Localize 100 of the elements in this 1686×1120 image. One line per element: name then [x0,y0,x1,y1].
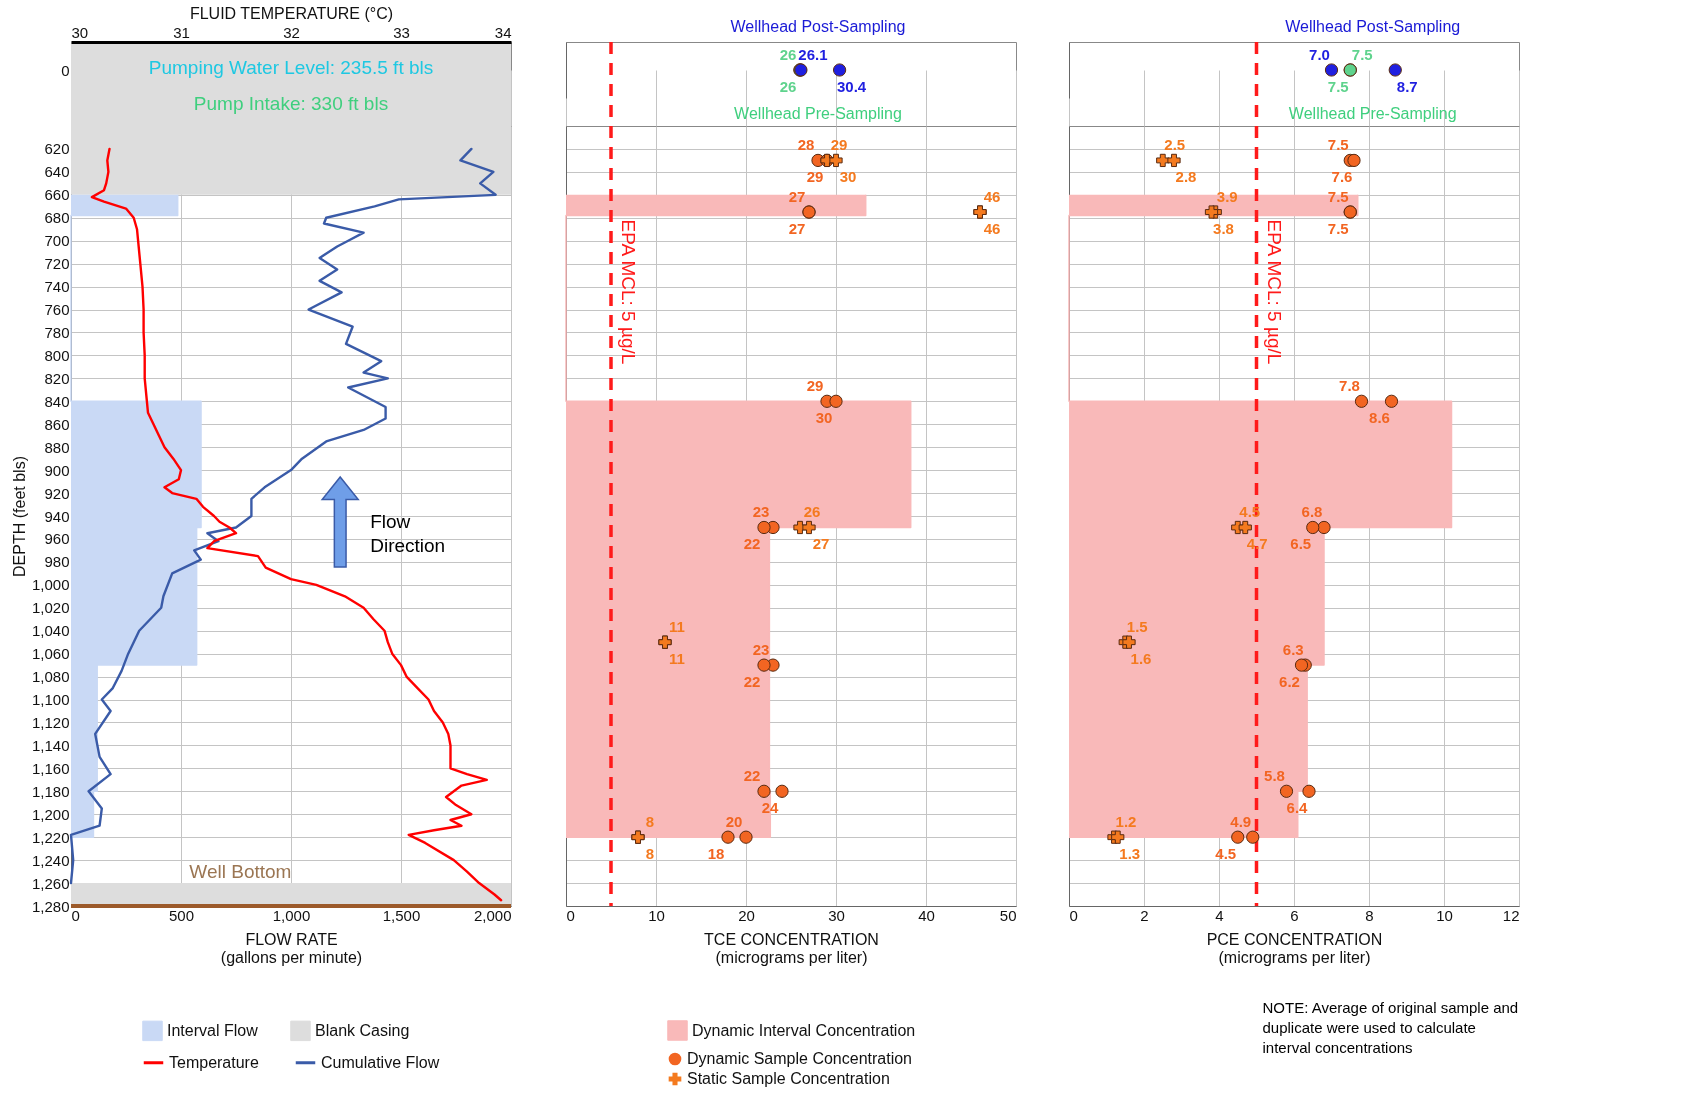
y-tick-label: 1,120 [31,713,70,731]
y-tick-label: 1,140 [31,736,70,754]
data-label: 24 [761,799,779,817]
x-tick-label: 0 [566,906,575,924]
text: NOTE: Average of original sample and duplicate were used to calculate interval concentrations [1262,999,1519,1056]
data-label: 7.5 [1327,78,1349,95]
data-label: 46 [983,220,1001,238]
x-tick-label: 8 [1365,906,1374,924]
x-tick-label: 4 [1215,906,1224,924]
data-label: 26 [803,503,821,521]
data-label: 26.1 [798,46,828,63]
x2-tick-label: 33 [393,23,410,41]
annotation: Pumping Water Level: 235.5 ft bls [148,57,434,78]
data-label: 5.8 [1264,767,1285,785]
data-label: 8.6 [1369,409,1390,427]
data-label: 22 [743,535,761,553]
x2-tick-label: 30 [71,23,89,41]
data-label: 7.5 [1327,188,1349,206]
data-label: 6.4 [1286,799,1309,817]
data-label: 4.7 [1246,535,1268,553]
data-label: 1.6 [1130,650,1152,668]
y-tick-label: 920 [44,484,70,502]
x-tick-label: 12 [1502,906,1520,924]
data-label: 30 [815,409,833,427]
x-tick-label: 500 [168,906,195,924]
y-tick-label: 740 [44,278,70,296]
ref-line-label: EPA MCL: 5 µg/L [1263,219,1285,365]
data-label: 4.5 [1239,503,1261,521]
legend-label: Blank Casing [315,1021,410,1039]
y-tick-label: 860 [44,415,70,433]
data-label: 7.5 [1327,220,1349,238]
y-tick-label: 840 [44,392,70,410]
data-label: 30 [839,168,857,186]
data-label: 8 [645,813,655,831]
data-label: 1.5 [1126,618,1148,636]
y-tick-label: 1,200 [31,805,70,823]
y-tick-label: 1,000 [31,576,70,594]
y-axis-title: DEPTH (feet bls) [10,456,28,577]
annotation: Wellhead Pre-Sampling [1288,105,1457,122]
y-tick-label: 1,240 [31,851,70,869]
x2-tick-label: 32 [283,23,300,41]
y-tick-label: 1,080 [31,668,70,686]
x2-axis-title: FLUID TEMPERATURE (°C) [189,4,394,22]
y-tick-label: 800 [44,346,70,364]
data-label: 7.0 [1309,46,1330,63]
x-axis-title: FLOW RATE (gallons per minute) [220,930,363,966]
x-tick-label: 50 [999,906,1017,924]
annotation: Flow Direction [370,511,446,556]
x-tick-label: 6 [1290,906,1299,924]
x-tick-label: 1,500 [382,906,421,924]
x-tick-label: 10 [648,906,665,924]
annotation: Well Bottom [189,861,292,882]
x-tick-label: 30 [828,906,845,924]
x-tick-label: 1,000 [272,906,311,924]
data-label: 29 [806,168,824,186]
annotation: Pump Intake: 330 ft bls [193,93,389,114]
x-tick-label: 10 [1436,906,1453,924]
legend-label: Temperature [169,1053,259,1071]
data-label: 27 [788,188,806,206]
y-tick-label: 980 [44,553,70,571]
y-tick-label: 680 [44,209,70,227]
data-label: 4.5 [1215,845,1237,863]
data-label: 29 [806,377,824,395]
y-tick-label: 1,060 [31,645,70,663]
data-label: 11 [669,618,685,636]
x-tick-label: 2,000 [473,906,512,924]
y-tick-label: 0 [61,61,70,79]
ref-line-label: EPA MCL: 5 µg/L [618,219,639,365]
data-label: 6.2 [1279,673,1300,691]
legend-label: Dynamic Sample Concentration [687,1050,912,1067]
legend-label: Interval Flow [167,1021,259,1039]
data-label: 1.2 [1115,813,1137,831]
data-label: 22 [743,673,761,691]
x-tick-label: 20 [738,906,755,924]
data-label: 27 [788,220,806,238]
text: Wellhead Post-Sampling [730,18,906,35]
x-tick-label: 40 [918,906,935,924]
y-tick-label: 1,100 [31,691,70,709]
data-label: 2.5 [1164,136,1186,154]
data-label: 7.6 [1331,168,1353,186]
x-tick-label: 2 [1140,906,1149,924]
data-label: 8 [645,845,655,863]
data-label: 6.3 [1282,641,1304,659]
y-tick-label: 1,180 [31,782,70,800]
data-label: 23 [752,641,770,659]
y-tick-label: 620 [44,140,70,158]
x2-tick-label: 34 [494,23,512,41]
y-tick-label: 760 [44,301,70,319]
y-tick-label: 1,280 [31,897,70,915]
y-tick-label: 940 [44,507,70,525]
data-label: 3.8 [1213,220,1234,238]
data-label: 27 [812,535,830,553]
annotation: Wellhead Pre-Sampling [734,105,902,122]
y-tick-label: 900 [44,461,70,479]
y-tick-label: 780 [44,323,70,341]
data-label: 46 [983,188,1001,206]
y-tick-label: 700 [44,232,70,250]
y-tick-label: 720 [44,255,70,273]
data-label: 6.8 [1301,503,1323,521]
data-label: 29 [830,136,848,154]
